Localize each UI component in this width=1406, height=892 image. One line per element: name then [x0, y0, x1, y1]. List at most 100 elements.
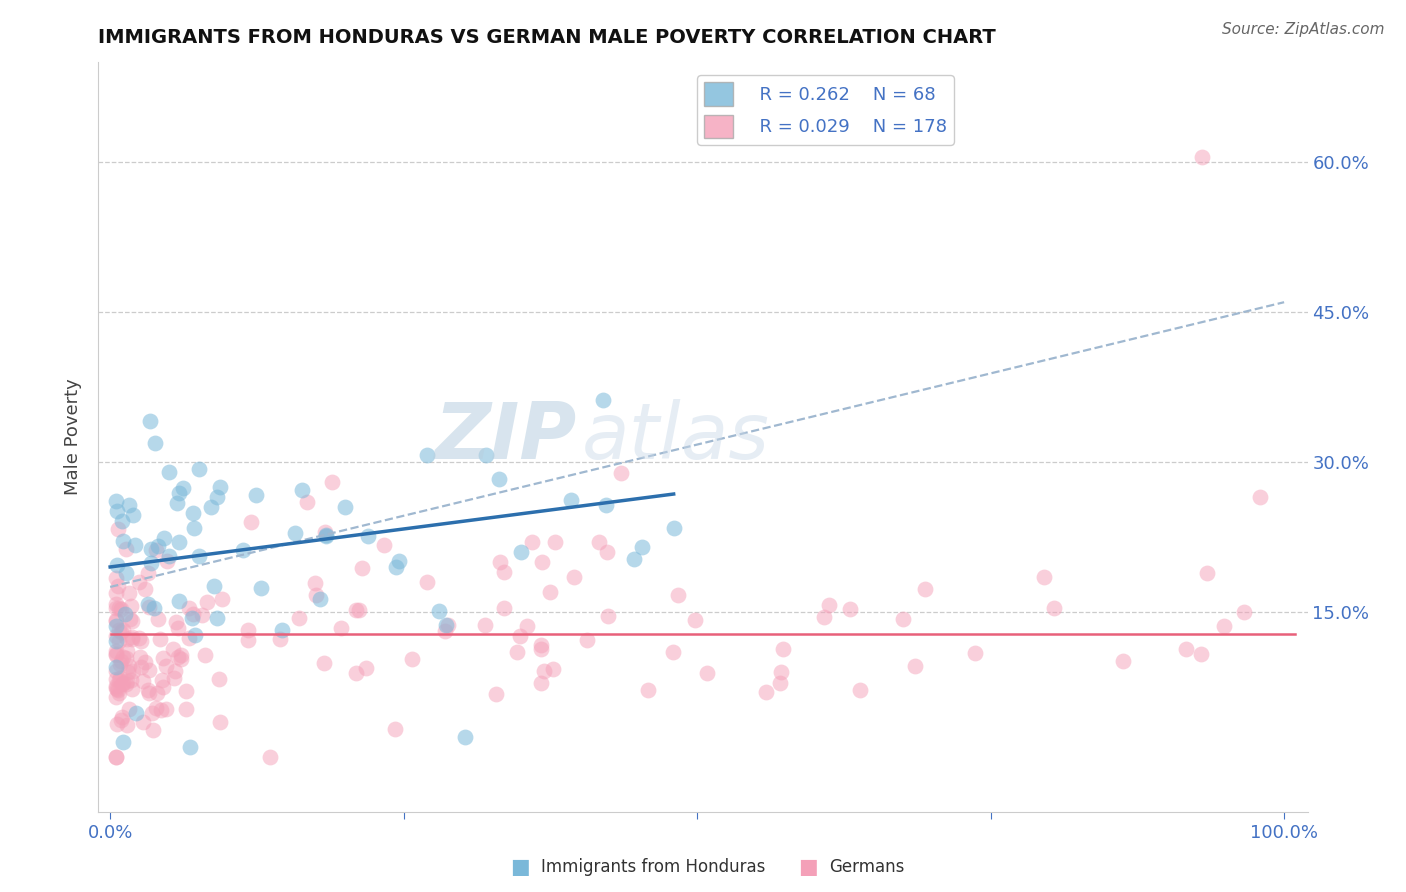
- Point: [575, 633, 598, 648]
- Point: [849, 682, 872, 697]
- Point: [139, 542, 162, 557]
- Point: [506, 645, 529, 659]
- Point: [170, 648, 193, 662]
- Point: [157, 549, 180, 563]
- Point: [1112, 654, 1135, 668]
- Point: [1249, 490, 1271, 504]
- Point: [540, 585, 562, 599]
- Point: [167, 650, 190, 665]
- Point: [105, 749, 128, 764]
- Point: [110, 654, 132, 668]
- Point: [522, 535, 544, 549]
- Point: [148, 539, 170, 553]
- Point: [108, 623, 131, 637]
- Point: [202, 579, 225, 593]
- Point: [141, 706, 163, 720]
- Point: [543, 662, 565, 676]
- Point: [474, 618, 496, 632]
- Point: [111, 514, 134, 528]
- Point: [105, 644, 128, 658]
- Point: [111, 677, 134, 691]
- Point: [149, 703, 172, 717]
- Point: [683, 613, 706, 627]
- Point: [191, 608, 214, 623]
- Point: [121, 630, 143, 644]
- Point: [108, 673, 131, 687]
- Point: [295, 495, 318, 509]
- Point: [122, 664, 145, 678]
- Point: [770, 665, 793, 680]
- Point: [107, 558, 129, 572]
- Point: [115, 677, 138, 691]
- Point: [488, 472, 510, 486]
- Point: [475, 448, 498, 462]
- Text: ZIP: ZIP: [434, 399, 576, 475]
- Point: [166, 496, 188, 510]
- Point: [162, 641, 184, 656]
- Point: [132, 674, 155, 689]
- Point: [112, 649, 135, 664]
- Point: [105, 679, 128, 693]
- Point: [904, 659, 927, 673]
- Point: [110, 624, 132, 639]
- Point: [118, 498, 141, 512]
- Point: [114, 607, 136, 621]
- Point: [592, 393, 614, 408]
- Point: [129, 634, 152, 648]
- Point: [668, 588, 690, 602]
- Point: [769, 675, 792, 690]
- Point: [118, 586, 141, 600]
- Point: [105, 660, 128, 674]
- Point: [232, 543, 254, 558]
- Point: [145, 542, 167, 557]
- Point: [238, 623, 260, 637]
- Point: [115, 644, 138, 658]
- Point: [110, 602, 132, 616]
- Point: [105, 681, 128, 695]
- Point: [416, 448, 439, 462]
- Point: [105, 597, 128, 611]
- Point: [510, 545, 533, 559]
- Point: [110, 713, 132, 727]
- Point: [637, 683, 659, 698]
- Point: [200, 500, 222, 514]
- Point: [128, 631, 150, 645]
- Point: [321, 475, 343, 489]
- Point: [167, 486, 190, 500]
- Point: [124, 706, 146, 721]
- Point: [270, 623, 292, 637]
- Point: [1191, 150, 1213, 164]
- Point: [110, 657, 132, 671]
- Point: [208, 672, 231, 686]
- Point: [146, 612, 169, 626]
- Point: [167, 535, 190, 549]
- Point: [128, 574, 150, 589]
- Point: [136, 566, 159, 581]
- Point: [105, 648, 128, 662]
- Point: [305, 587, 328, 601]
- Point: [118, 659, 141, 673]
- Point: [240, 515, 263, 529]
- Point: [207, 611, 229, 625]
- Point: [314, 656, 336, 670]
- Point: [105, 504, 128, 518]
- Point: [630, 540, 652, 554]
- Point: [105, 672, 128, 686]
- Point: [309, 592, 332, 607]
- Point: [138, 686, 160, 700]
- Point: [427, 604, 450, 618]
- Point: [107, 682, 129, 697]
- Point: [194, 648, 217, 662]
- Point: [105, 634, 128, 648]
- Point: [453, 730, 475, 744]
- Point: [165, 615, 187, 629]
- Point: [105, 586, 128, 600]
- Point: [155, 702, 177, 716]
- Point: [170, 652, 193, 666]
- Point: [595, 498, 617, 512]
- Point: [283, 526, 305, 541]
- Point: [388, 554, 411, 568]
- Point: [530, 675, 553, 690]
- Point: [489, 555, 512, 569]
- Point: [150, 673, 173, 687]
